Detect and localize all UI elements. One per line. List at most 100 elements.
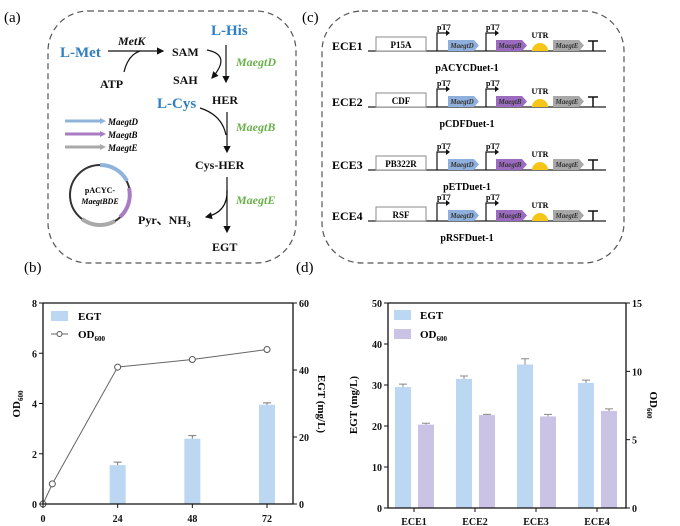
od-point <box>48 480 56 488</box>
y-left-tick-label: 6 <box>32 349 37 360</box>
gene-legend: MaegtD MaegtB MaegtE <box>65 117 138 153</box>
construct-row: ECE1 P15A pT7 pT7 MaegtD MaegtB MaegtE UTR pACYC… <box>332 23 606 74</box>
plasmid-map: pACYC- MaegtBDE <box>69 162 132 227</box>
promoter-arrow <box>436 88 447 107</box>
pathway-diagram: L-Met MetK ATP SAM SAH L-His MaegtD HER … <box>47 10 297 264</box>
y-left-tick-label: 2 <box>32 450 37 461</box>
plasmid-name-1: pACYC- <box>85 186 116 195</box>
construct-row: ECE2 CDF pT7 pT7 MaegtD MaegtB MaegtE UTR pCDFDu… <box>332 79 606 130</box>
legend-egt-swatch <box>394 310 411 320</box>
atp-label: ATP <box>100 77 123 91</box>
l-his-label: L-His <box>211 23 248 39</box>
terminator-icon <box>588 96 598 107</box>
legend-egt-label: EGT <box>420 310 444 322</box>
terminator-icon <box>588 40 598 51</box>
gene-e-block <box>553 159 584 170</box>
sah-label: SAH <box>173 73 198 87</box>
y-right-tick-label: 20 <box>299 433 309 444</box>
x-tick-label: ECE2 <box>462 517 488 526</box>
panel-a-border <box>47 10 297 264</box>
egt-bar <box>517 364 533 508</box>
promoter-label: pT7 <box>437 142 451 151</box>
panel-c-border <box>321 10 625 264</box>
panel-label-b: (b) <box>24 260 42 276</box>
y-right-axis-label: OD600 <box>645 392 659 420</box>
metk-label: MetK <box>117 34 146 48</box>
origin-box <box>375 206 427 222</box>
gene-d-block <box>448 96 479 107</box>
promoter-label: pT7 <box>486 79 500 88</box>
gene-label: MaegtB <box>498 161 522 169</box>
promoter-arrowhead <box>446 149 450 155</box>
origin-label: P15A <box>391 40 412 50</box>
promoter-arrow <box>436 202 447 221</box>
y-left-tick-label: 40 <box>372 340 382 351</box>
od-point <box>188 356 196 364</box>
utr-label: UTR <box>532 201 549 210</box>
od-bar <box>540 416 556 508</box>
plasmid-name: pACYCDuet-1 <box>435 63 498 74</box>
od-point <box>114 363 122 371</box>
legend-label-2: MaegtE <box>107 143 138 153</box>
gene-b-block <box>496 210 527 221</box>
promoter-label: pT7 <box>437 193 451 202</box>
y-left-tick-label: 4 <box>32 400 37 411</box>
y-right-tick-label: 5 <box>632 436 637 447</box>
plasmid-name: pETDuet-1 <box>443 182 491 193</box>
x-tick-label: ECE1 <box>401 517 427 526</box>
utr-shape <box>532 213 548 221</box>
y-right-tick-label: 0 <box>632 504 637 515</box>
egt-error-bar <box>113 461 122 466</box>
utr-shape <box>532 99 548 107</box>
promoter-arrow <box>485 151 496 170</box>
promoter-arrowhead <box>495 30 499 36</box>
y-right-tick-label: 40 <box>299 366 309 377</box>
plasmid-segment-e <box>80 217 116 227</box>
promoter-label: pT7 <box>437 23 451 32</box>
atp-arrow <box>123 50 141 73</box>
gene-label: MaegtB <box>498 42 522 50</box>
y-left-tick-label: 10 <box>372 463 382 474</box>
gene-b-block <box>496 40 527 51</box>
legend-od-swatch <box>394 329 411 339</box>
promoter-arrow <box>436 151 447 170</box>
utr-label: UTR <box>532 150 549 159</box>
terminator-icon <box>588 159 598 170</box>
construct-name: ECE1 <box>332 39 363 53</box>
egt-bar <box>259 404 275 504</box>
od-line <box>42 348 268 505</box>
panel-label-d: (d) <box>296 260 314 276</box>
utr-label: UTR <box>532 31 549 40</box>
y-left-tick-label: 30 <box>372 381 382 392</box>
gene-label: MaegtD <box>449 98 473 106</box>
x-tick-label: 0 <box>41 514 46 525</box>
gene-b-block <box>496 159 527 170</box>
egt-label: EGT <box>212 240 237 254</box>
egt-error-bar <box>188 435 197 439</box>
cys-arrow <box>199 107 227 136</box>
promoter-label: pT7 <box>486 23 500 32</box>
plasmid-name-2: MaegtBDE <box>80 197 118 206</box>
legend-arrowhead-1 <box>100 131 106 137</box>
gene-label: MaegtD <box>449 161 473 169</box>
terminator-icon <box>588 210 598 221</box>
construct-row: ECE3 PB322R pT7 pT7 MaegtD MaegtB MaegtE UTR pET… <box>332 142 606 193</box>
maegtd-label: MaegtD <box>235 55 276 69</box>
promoter-label: pT7 <box>486 193 500 202</box>
y-right-axis-label: EGT (mg/L) <box>315 375 327 434</box>
gene-label: MaegtB <box>498 98 522 106</box>
origin-label: CDF <box>392 96 411 106</box>
promoter-arrowhead <box>495 149 499 155</box>
construct-comparison-chart: 0 10 20 30 40 50 0 5 10 15 ECE1 ECE2 ECE3 ECE4 EGT (mg… <box>348 299 659 526</box>
gene-label: MaegtE <box>555 161 579 169</box>
promoter-arrowhead <box>446 200 450 206</box>
panel-label-c: (c) <box>302 10 319 26</box>
plasmid-name: pCDFDuet-1 <box>440 119 495 130</box>
her-label: HER <box>212 93 238 107</box>
y-left-tick-label: 0 <box>377 504 382 515</box>
plasmid-name: pRSFDuet-1 <box>440 233 493 244</box>
construct-name: ECE2 <box>332 95 363 109</box>
egt-bar <box>184 438 201 504</box>
